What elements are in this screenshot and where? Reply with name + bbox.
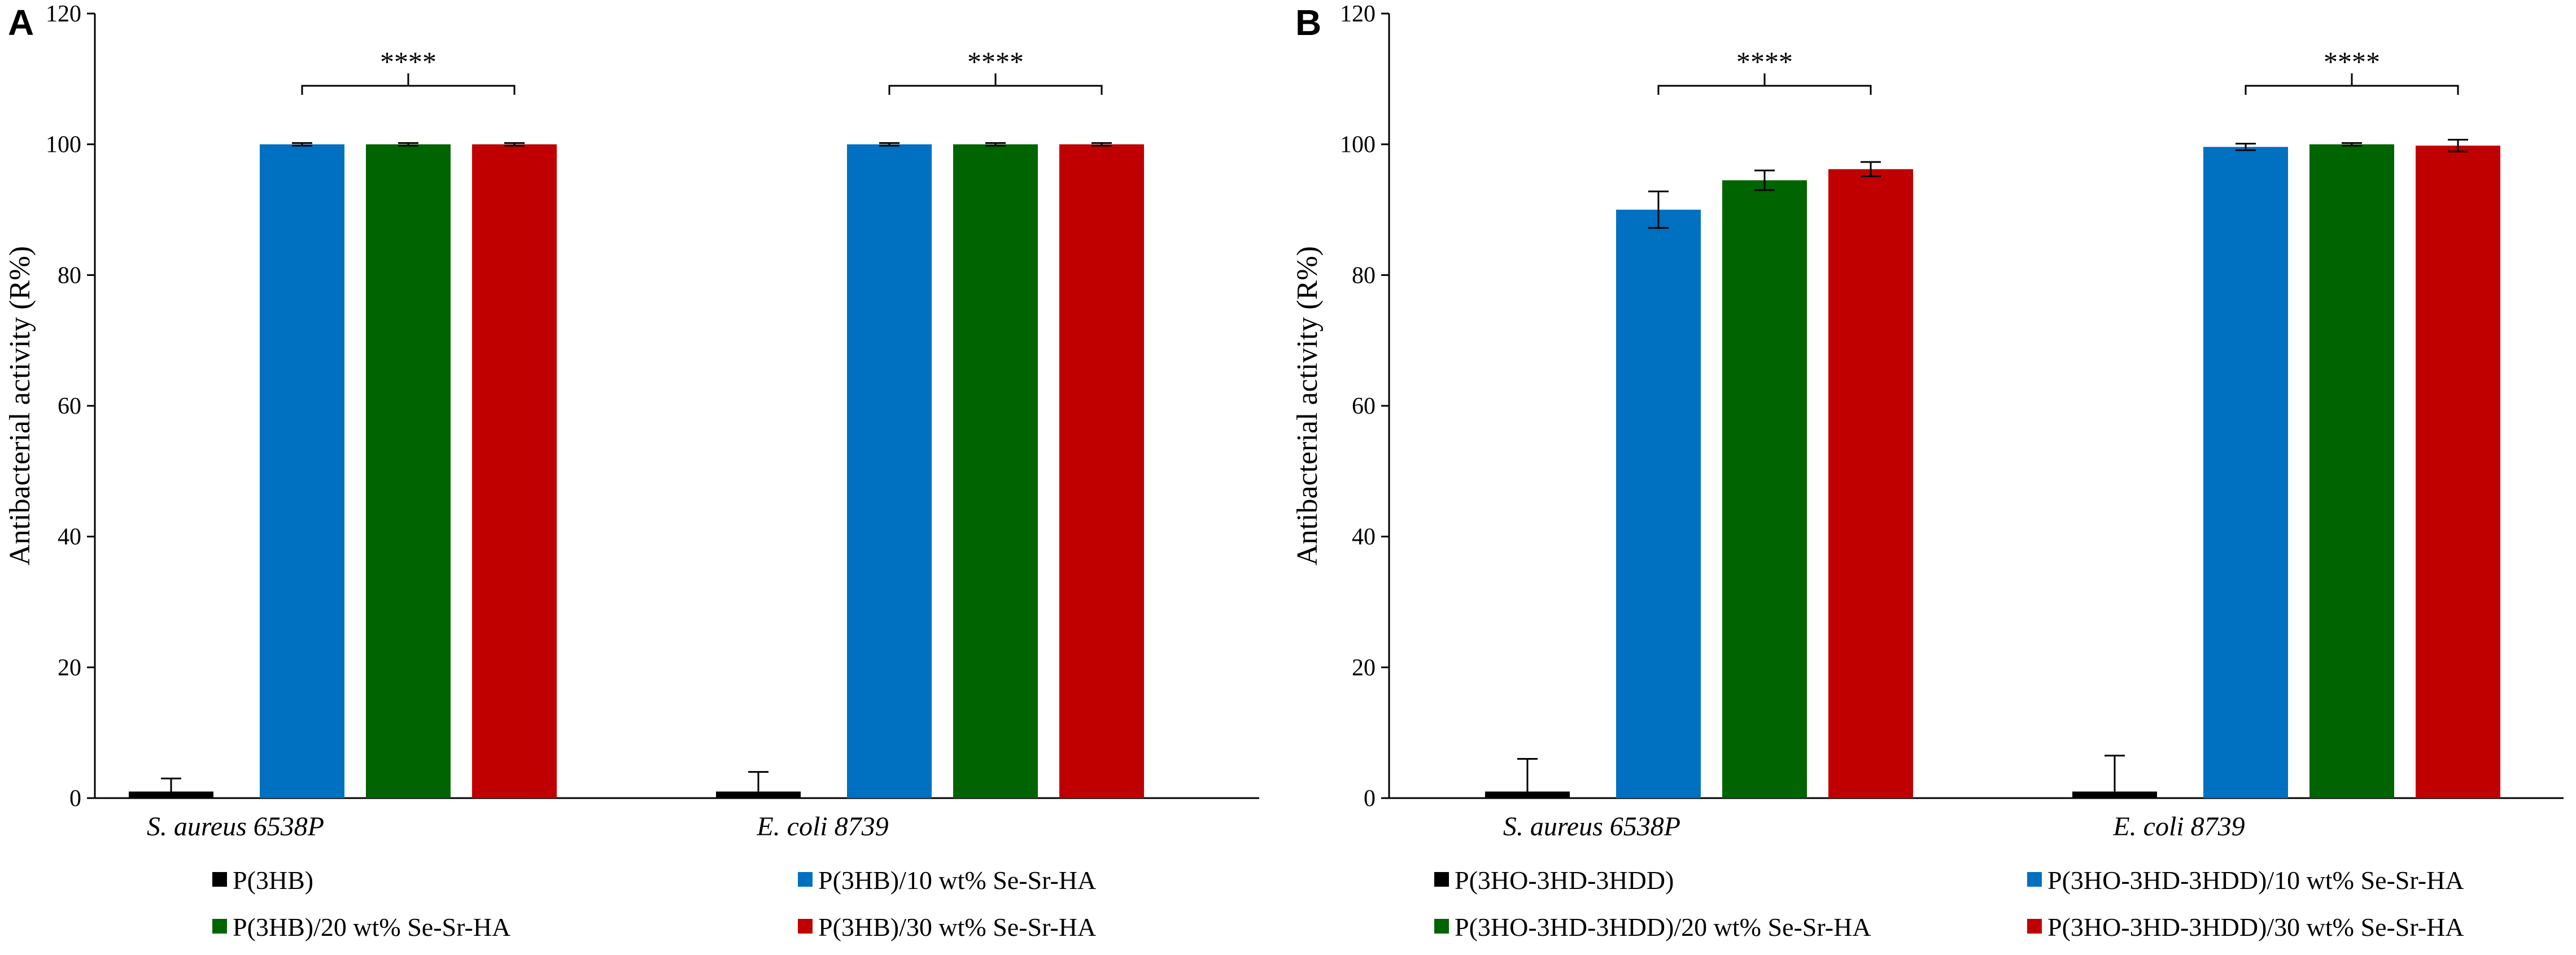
x-tick-label: S. aureus 6538P	[147, 812, 324, 842]
panel-label: A	[8, 2, 34, 43]
y-tick-label: 80	[58, 262, 81, 288]
significance-label: ****	[967, 46, 1024, 77]
significance-bracket	[2245, 85, 2459, 95]
legend-swatch	[1434, 919, 1449, 934]
y-tick-label: 120	[46, 1, 81, 27]
y-tick-label: 100	[46, 132, 81, 158]
legend-swatch	[212, 919, 227, 934]
legend-swatch	[2027, 919, 2042, 934]
y-tick-label: 0	[69, 786, 81, 812]
legend-label: P(3HB)	[233, 866, 313, 895]
bar	[1059, 144, 1144, 799]
x-tick-label: E. coli 8739	[2112, 812, 2245, 842]
y-tick-label: 60	[1352, 393, 1376, 419]
bar	[847, 144, 932, 799]
legend-swatch	[1434, 872, 1449, 887]
bar	[1828, 169, 1913, 798]
legend-swatch	[798, 919, 813, 934]
chart-panel-a: A 0 20 40 60 80 100 120 Antibacterial activity (…	[4, 1, 1259, 941]
chart-panel-b: B 0 20 40 60 80 100 120 Antibacterial activity (…	[1291, 1, 2564, 941]
y-tick-label: 60	[58, 393, 81, 419]
panel-label: B	[1295, 2, 1321, 43]
significance-bracket	[888, 85, 1103, 95]
y-tick-label: 20	[58, 655, 81, 681]
bar	[366, 144, 451, 799]
significance-label: ****	[1736, 46, 1793, 77]
bar	[2203, 147, 2288, 798]
significance-bracket	[1657, 85, 1872, 95]
bar	[2309, 144, 2394, 799]
bar	[472, 144, 557, 799]
bar	[1722, 180, 1807, 798]
bar	[260, 144, 344, 799]
legend-swatch	[2027, 872, 2042, 887]
y-tick-label: 100	[1340, 132, 1376, 158]
y-tick-label: 0	[1364, 786, 1376, 812]
bar	[2416, 145, 2500, 798]
legend-label: P(3HB)/20 wt% Se-Sr-HA	[233, 913, 510, 941]
y-tick-label: 120	[1340, 1, 1376, 27]
y-axis-title: Antibacterial activity (R%)	[4, 246, 36, 566]
legend-label: P(3HB)/10 wt% Se-Sr-HA	[818, 866, 1096, 895]
legend-swatch	[798, 872, 813, 887]
y-tick-label: 80	[1352, 262, 1376, 288]
y-axis-title: Antibacterial activity (R%)	[1291, 246, 1324, 566]
y-tick-label: 40	[58, 524, 81, 550]
y-tick-label: 20	[1352, 655, 1376, 681]
bar	[953, 144, 1038, 799]
legend-label: P(3HO-3HD-3HDD)	[1455, 866, 1674, 895]
x-tick-label: E. coli 8739	[756, 812, 888, 842]
x-tick-label: S. aureus 6538P	[1503, 812, 1680, 842]
significance-label: ****	[2324, 46, 2380, 77]
legend-swatch	[212, 872, 227, 887]
legend-label: P(3HO-3HD-3HDD)/20 wt% Se-Sr-HA	[1455, 913, 1871, 941]
significance-label: ****	[380, 46, 436, 77]
legend-label: P(3HB)/30 wt% Se-Sr-HA	[818, 913, 1096, 941]
legend-label: P(3HO-3HD-3HDD)/10 wt% Se-Sr-HA	[2047, 866, 2464, 895]
bar	[1616, 209, 1701, 798]
significance-bracket	[301, 85, 516, 95]
y-tick-label: 40	[1352, 524, 1376, 550]
legend-label: P(3HO-3HD-3HDD)/30 wt% Se-Sr-HA	[2047, 913, 2464, 941]
